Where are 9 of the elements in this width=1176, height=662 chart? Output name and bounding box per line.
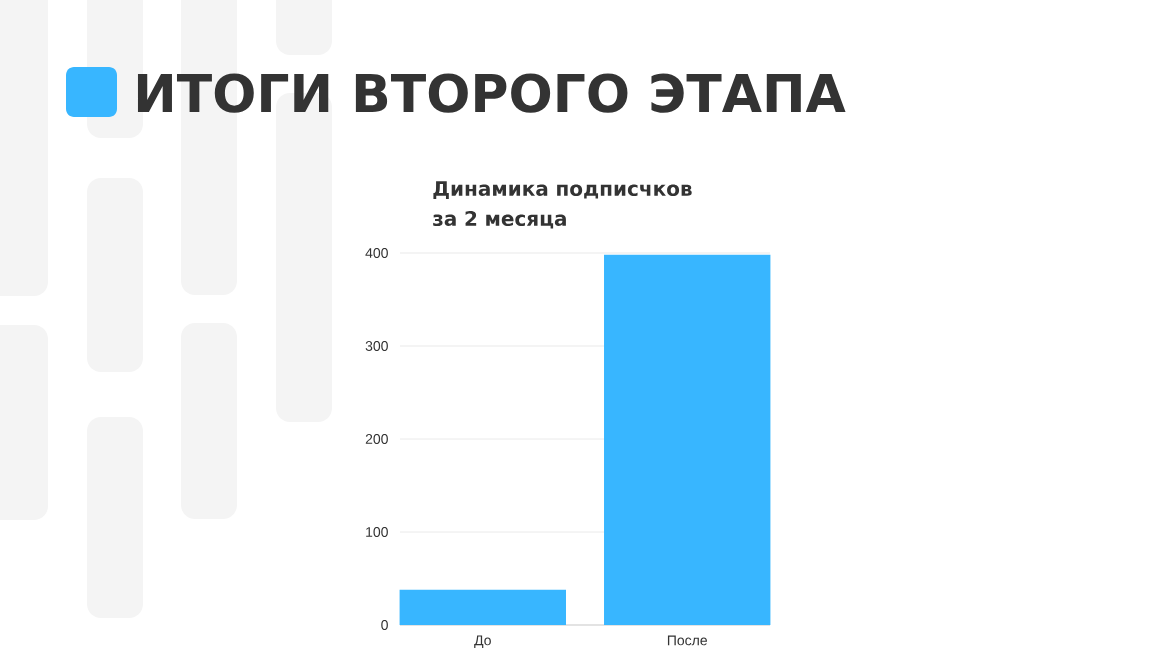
y-tick-label: 200 — [365, 434, 388, 444]
y-tick-label: 100 — [366, 527, 388, 537]
chart-subtitle: Динамика подписчков за 2 месяца — [433, 181, 692, 229]
y-tick-label: 0 — [381, 620, 388, 630]
y-tick-label: 300 — [365, 341, 388, 351]
x-tick-label: До — [474, 635, 491, 648]
chart-title: ИТОГИ ВТОРОГО ЭТАПА — [137, 73, 846, 113]
x-tick-label: После — [667, 635, 707, 646]
y-tick-label: 400 — [365, 248, 388, 258]
